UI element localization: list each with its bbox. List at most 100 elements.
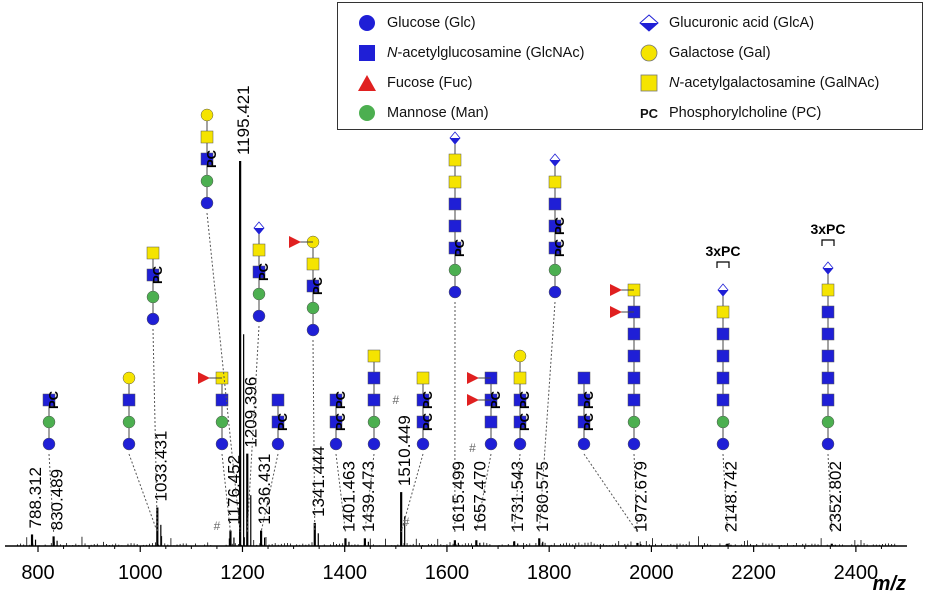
- glycan-residue: [448, 241, 462, 255]
- hash-annotation: #: [469, 441, 476, 455]
- peak-label: 1731.543: [508, 461, 527, 532]
- connector-line: [538, 301, 556, 533]
- legend-item-fucose: Fucose (Fuc): [356, 73, 472, 93]
- glycan-residue: [821, 349, 835, 363]
- glycan-residue: [548, 219, 562, 233]
- half-diamond-icon: [639, 14, 659, 32]
- connector-line: [400, 453, 424, 533]
- legend-item-galactose: Galactose (Gal): [638, 43, 771, 63]
- legend-label-rest: -acetylglucosamine (GlcNAc): [397, 45, 585, 61]
- connector-line: [152, 328, 158, 533]
- green-circle-icon: [359, 105, 375, 121]
- yellow-circle-icon: [640, 44, 658, 62]
- glycan-residue: [467, 372, 479, 384]
- pc-label: PC: [552, 216, 567, 235]
- glycan-residue: [448, 197, 462, 211]
- glycan-residue: [610, 284, 622, 296]
- pc-label: PC: [333, 412, 348, 431]
- glycan-structures: PC PC PC PC PC PC PC PC PC PC PC PC PC PC PC PC PC PC 3xPC…: [42, 108, 846, 533]
- glycan-residue: [450, 138, 460, 144]
- pc-label: PC: [517, 390, 532, 409]
- glycan-residue: [146, 290, 160, 304]
- glycan-residue: [200, 108, 214, 122]
- peak-label: 1195.421: [234, 85, 253, 155]
- glycan-structure: PC PC: [329, 390, 348, 533]
- glycan-residue: [716, 305, 730, 319]
- pc-label: PC: [275, 412, 290, 431]
- glycan-residue: [448, 153, 462, 167]
- x-tick-label: 1800: [527, 562, 572, 584]
- glycan-residue: [716, 349, 730, 363]
- glycan-structure: [198, 371, 231, 533]
- glycan-residue: [146, 268, 160, 282]
- glycan-residue: [122, 437, 136, 451]
- glycan-residue: [821, 415, 835, 429]
- glycan-structure: PC: [246, 221, 271, 533]
- glycan-residue: [484, 437, 498, 451]
- pc-label: PC: [150, 265, 165, 284]
- glycan-residue: [821, 393, 835, 407]
- glycan-residue: [289, 236, 301, 248]
- glycan-structure: [610, 283, 641, 533]
- glycan-structure: 3xPC: [705, 243, 741, 533]
- glycan-residue: [467, 394, 479, 406]
- legend-label: Glucose (Glc): [387, 15, 476, 31]
- peak-label: 1341.444: [309, 446, 328, 517]
- legend-label: Mannose (Man): [387, 105, 489, 121]
- glycan-structure: PC: [448, 131, 467, 533]
- glycan-residue: [200, 130, 214, 144]
- glycan-residue: [548, 263, 562, 277]
- glycan-residue: [513, 393, 527, 407]
- glycan-residue: [821, 327, 835, 341]
- legend: Glucose (Glc) N-acetylglucosamine (GlcNA…: [337, 2, 923, 130]
- glycan-residue: [271, 393, 285, 407]
- glycan-residue: [367, 349, 381, 363]
- glycan-residue: [577, 371, 591, 385]
- glycan-structure: PC: [467, 371, 503, 533]
- glycan-residue: [367, 371, 381, 385]
- pc-label: PC: [452, 238, 467, 257]
- legend-label: N-acetylgalactosamine (GalNAc): [669, 75, 879, 91]
- peak-label: 788.312: [26, 467, 45, 528]
- connector-line: [633, 453, 638, 533]
- glycan-residue: [215, 415, 229, 429]
- glycan-residue: [821, 371, 835, 385]
- glycan-structure: PC PC: [538, 153, 567, 533]
- glycan-residue: [513, 371, 527, 385]
- peak-label: 1657.470: [470, 461, 489, 532]
- glycan-residue: [306, 323, 320, 337]
- pc-label: PC: [420, 390, 435, 409]
- x-tick-label: 800: [21, 562, 54, 584]
- glycan-residue: [215, 437, 229, 451]
- legend-label-italic: N: [669, 75, 680, 91]
- legend-label-rest: -acetylgalactosamine (GalNAc): [679, 75, 880, 91]
- pc-label: PC: [256, 262, 271, 281]
- x-tick-label: 2000: [629, 562, 674, 584]
- connector-line: [722, 453, 728, 533]
- glycan-residue: [577, 415, 591, 429]
- peak-label: 1510.449: [395, 415, 414, 486]
- peak-label: 1236.431: [255, 454, 274, 525]
- bracket: [821, 239, 835, 246]
- glycan-residue: [627, 327, 641, 341]
- glycan-residue: [627, 437, 641, 451]
- glycan-residue: [254, 228, 264, 234]
- multi-pc-label: 3xPC: [705, 243, 740, 259]
- glycan-structure: PC: [200, 108, 241, 533]
- glycan-residue: [42, 393, 56, 407]
- glycan-residue: [548, 285, 562, 299]
- glycan-residue: [716, 415, 730, 429]
- connector-line: [513, 453, 521, 533]
- connector-line: [475, 453, 492, 533]
- glycan-residue: [200, 196, 214, 210]
- glycan-residue: [198, 372, 210, 384]
- glycan-residue: [42, 437, 56, 451]
- glycan-residue: [577, 437, 591, 451]
- pc-symbol: PC: [639, 105, 659, 121]
- glycan-residue: [627, 415, 641, 429]
- legend-label: Glucuronic acid (GlcA): [669, 15, 815, 31]
- connector-line: [260, 453, 279, 533]
- x-tick-label: 1200: [220, 562, 265, 584]
- legend-item-glcnac: N-acetylglucosamine (GlcNAc): [356, 43, 584, 63]
